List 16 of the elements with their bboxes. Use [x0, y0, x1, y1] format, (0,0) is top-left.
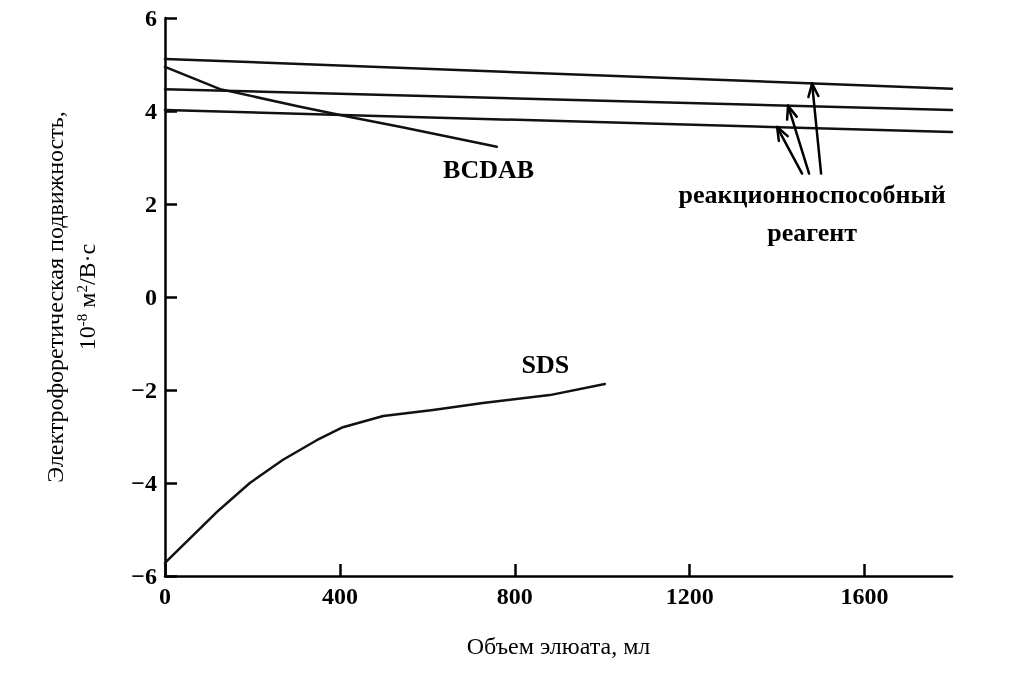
y-tick-label: −4: [131, 470, 157, 496]
line-series: [163, 382, 607, 565]
x-tick-label: 1600: [840, 583, 889, 609]
x-tick-label: 400: [321, 583, 358, 609]
y-tick-label: 2: [145, 191, 157, 217]
y-tick-label: −6: [131, 563, 157, 589]
annotation: SDS: [521, 349, 570, 379]
y-tick-label: −2: [131, 377, 157, 403]
x-tick-label: 1200: [665, 583, 714, 609]
x-tick-label: 800: [496, 583, 533, 609]
y-tick-label: 6: [145, 5, 157, 31]
annotation: BCDAB: [443, 154, 535, 184]
x-axis-title: Объем элюата, мл: [466, 633, 651, 659]
annotation: реакционноспособный реагент: [678, 180, 946, 248]
y-tick-label: 4: [145, 98, 157, 124]
y-tick-label: 0: [145, 284, 157, 310]
